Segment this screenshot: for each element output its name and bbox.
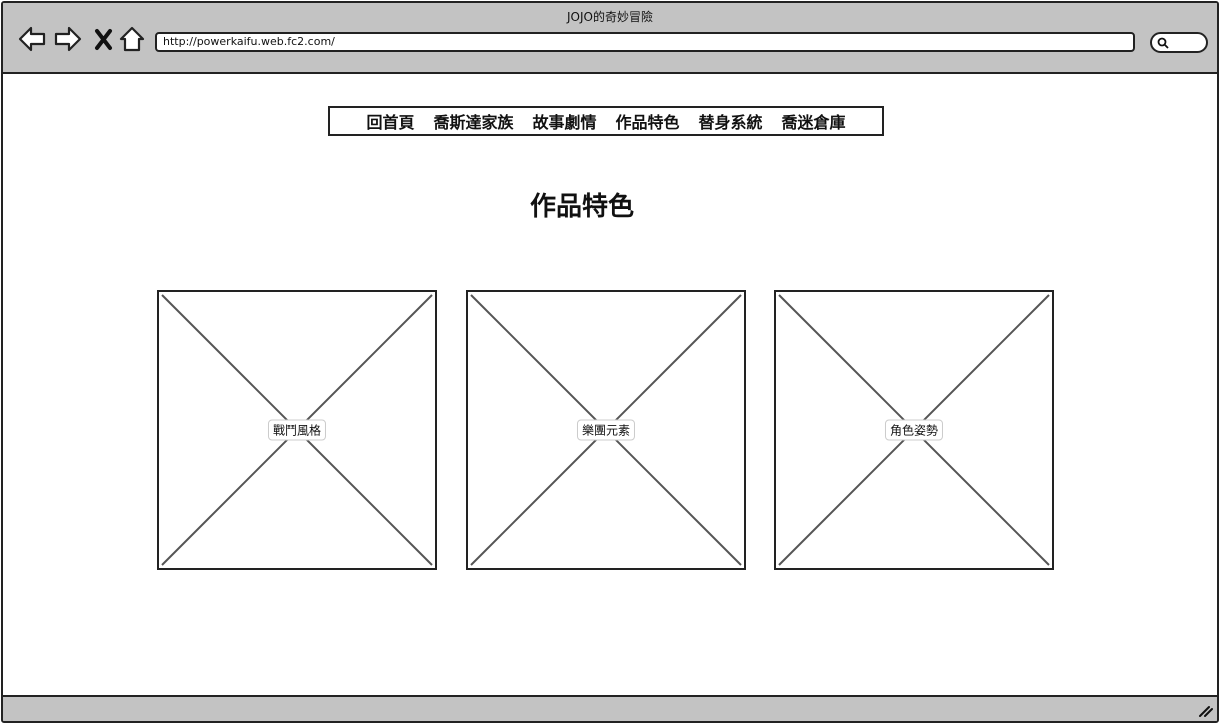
feature-card-character-poses[interactable]: 角色姿勢 — [774, 290, 1054, 570]
nav-item-story[interactable]: 故事劇情 — [532, 113, 597, 132]
card-caption: 樂團元素 — [576, 419, 636, 441]
search-icon — [1157, 37, 1169, 49]
nav-item-home[interactable]: 回首頁 — [366, 113, 415, 132]
search-button[interactable] — [1150, 32, 1208, 53]
page-title: 作品特色 — [529, 192, 634, 222]
main-nav: 回首頁 喬斯達家族 故事劇情 作品特色 替身系統 喬迷倉庫 — [328, 106, 884, 136]
feature-card-band-elements[interactable]: 樂團元素 — [466, 290, 746, 570]
feature-card-battle-style[interactable]: 戰鬥風格 — [157, 290, 437, 570]
card-caption: 角色姿勢 — [884, 419, 944, 441]
browser-chrome: JOJO的奇妙冒險 http://powerkaifu.web.fc2.com/ — [3, 3, 1217, 74]
nav-item-features[interactable]: 作品特色 — [615, 113, 680, 132]
nav-item-joestar-family[interactable]: 喬斯達家族 — [433, 113, 514, 132]
nav-item-stand-system[interactable]: 替身系統 — [698, 113, 763, 132]
window-title: JOJO的奇妙冒險 — [567, 10, 653, 24]
home-icon[interactable] — [117, 24, 147, 54]
card-caption: 戰鬥風格 — [267, 419, 327, 441]
address-bar[interactable]: http://powerkaifu.web.fc2.com/ — [155, 32, 1135, 52]
forward-arrow-icon[interactable] — [53, 24, 83, 54]
close-icon[interactable] — [89, 24, 119, 54]
status-bar — [3, 695, 1217, 721]
back-arrow-icon[interactable] — [17, 24, 47, 54]
nav-item-fan-archive[interactable]: 喬迷倉庫 — [781, 113, 846, 132]
resize-grip-icon[interactable] — [1197, 702, 1213, 718]
